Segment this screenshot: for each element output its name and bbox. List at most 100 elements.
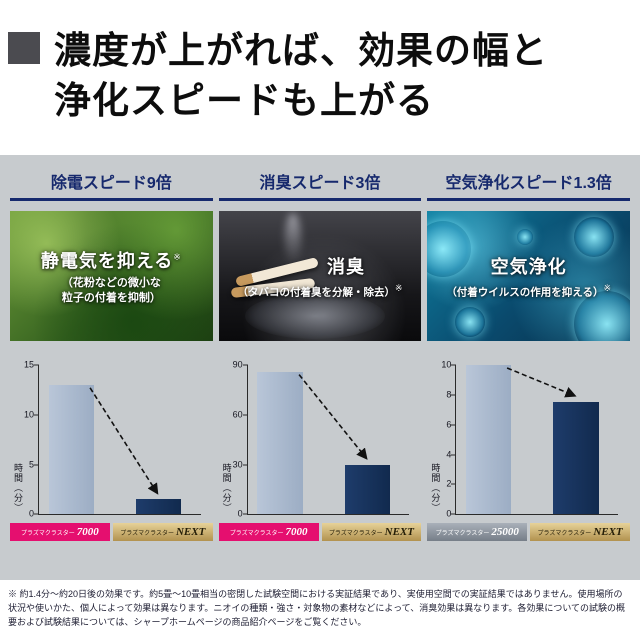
- badge-brand: プラズマクラスター: [229, 530, 284, 537]
- y-tick-mark: [451, 364, 457, 366]
- comparison-panel: 除電スピード9倍 静電気を抑える※ （花粉などの微小な 粒子の付着を抑制） 時間…: [0, 155, 640, 581]
- y-tick-label: 15: [23, 359, 34, 370]
- footnote-text: 約1.4分～約20日後の効果です。約5畳～10畳相当の密閉した試験空間における実…: [8, 589, 626, 628]
- bar-NEXT: [136, 499, 182, 515]
- product-badge-NEXT: プラズマクラスター NEXT: [530, 523, 631, 542]
- photo-subline: （花粉などの微小な: [61, 276, 161, 289]
- y-tick-label: 10: [441, 359, 452, 370]
- badge-brand: プラズマクラスター: [21, 530, 75, 537]
- decorative-square: [8, 32, 40, 64]
- bar-NEXT: [344, 464, 390, 515]
- note-mark: ※: [173, 251, 182, 262]
- photo-cigarettes: 消臭 （タバコの付着臭を分解・除去）※: [218, 211, 422, 342]
- plot-area-static: 0 5 10 15: [24, 360, 201, 518]
- product-badge-NEXT: プラズマクラスター NEXT: [112, 523, 213, 542]
- y-tick-label: 90: [232, 359, 243, 370]
- product-badge-7000: プラズマクラスター 7000: [218, 523, 319, 542]
- header: 濃度が上がれば、効果の幅と 浄化スピードも上がる: [0, 0, 640, 156]
- badge-brand: プラズマクラスター: [328, 530, 383, 537]
- bar-25000: [466, 365, 512, 515]
- y-tick-mark: [451, 394, 457, 396]
- y-tick-mark: [242, 364, 248, 366]
- column-title-air-purify: 空気浄化スピード1.3倍: [427, 169, 631, 202]
- y-axis-label: 時間（分）: [430, 463, 441, 514]
- y-tick-label: 0: [28, 508, 34, 519]
- y-tick-mark: [242, 464, 248, 465]
- column-title-deodorize: 消臭スピード3倍: [218, 169, 422, 202]
- y-tick-label: 6: [446, 419, 452, 430]
- y-axis-label: 時間（分）: [221, 463, 232, 514]
- y-axis-label: 時間（分）: [13, 463, 23, 514]
- plot-area-air-purify: 0 2 4 6 8 10: [441, 360, 619, 518]
- badge-model: NEXT: [384, 526, 414, 539]
- photo-headline: 静電気を抑える※: [40, 250, 182, 271]
- legend-badges-air-purify: プラズマクラスター 25000 プラズマクラスター NEXT: [427, 523, 631, 542]
- y-tick-mark: [451, 483, 457, 485]
- photo-headline: 消臭: [327, 256, 365, 277]
- y-tick-label: 0: [446, 508, 452, 519]
- virus-decor: [574, 291, 631, 342]
- photo-caption-static: 静電気を抑える※ （花粉などの微小な 粒子の付着を抑制）: [10, 211, 213, 341]
- note-mark: ※: [603, 282, 612, 293]
- y-tick-mark: [34, 414, 39, 416]
- y-tick-mark: [34, 513, 39, 515]
- y-tick-label: 60: [232, 409, 243, 420]
- bar-chart-deodorize: 時間（分） 0 30 60 90: [219, 360, 422, 518]
- y-tick-mark: [34, 364, 39, 366]
- badge-model: NEXT: [593, 526, 623, 539]
- ashtray-decor: [244, 293, 385, 340]
- photo-headline: 空気浄化: [490, 256, 567, 277]
- footnote-mark: ※: [8, 589, 18, 600]
- badge-brand: プラズマクラスター: [435, 530, 490, 537]
- note-mark: ※: [394, 282, 403, 293]
- badge-model: 7000: [76, 526, 99, 539]
- y-tick-mark: [451, 513, 457, 515]
- virus-decor: [574, 217, 615, 258]
- y-tick-label: 30: [232, 459, 243, 469]
- bar-chart-static: 時間（分） 0 5 10 15: [10, 360, 213, 518]
- bar-7000: [257, 371, 303, 515]
- badge-model: 25000: [491, 526, 519, 539]
- badge-model: 7000: [285, 526, 308, 539]
- y-tick-label: 4: [446, 449, 452, 460]
- legend-badges-deodorize: プラズマクラスター 7000 プラズマクラスター NEXT: [218, 523, 422, 542]
- virus-decor: [455, 307, 486, 338]
- product-badge-NEXT: プラズマクラスター NEXT: [321, 523, 422, 542]
- photo-caption-air-purify: 空気浄化 （付着ウイルスの作用を抑える）※: [427, 211, 630, 341]
- column-title-static: 除電スピード9倍: [10, 169, 213, 202]
- page-title: 濃度が上がれば、効果の幅と 浄化スピードも上がる: [54, 26, 548, 125]
- page-title-line2: 浄化スピードも上がる: [54, 79, 434, 121]
- y-tick-label: 0: [237, 508, 243, 519]
- bar-7000: [48, 385, 94, 515]
- y-tick-label: 5: [28, 459, 34, 469]
- column-static-elimination: 除電スピード9倍 静電気を抑える※ （花粉などの微小な 粒子の付着を抑制） 時間…: [10, 169, 213, 570]
- photo-caption-deodorize: 消臭 （タバコの付着臭を分解・除去）※: [219, 211, 422, 341]
- photo-subline: （タバコの付着臭を分解・除去）※: [237, 282, 403, 299]
- photo-virus: 空気浄化 （付着ウイルスの作用を抑える）※: [427, 211, 631, 342]
- photo-greenery: 静電気を抑える※ （花粉などの微小な 粒子の付着を抑制）: [10, 211, 213, 342]
- badge-model: NEXT: [175, 526, 206, 539]
- smoke-decor: [284, 213, 301, 266]
- y-tick-mark: [451, 424, 457, 426]
- plot-area-deodorize: 0 30 60 90: [233, 360, 410, 518]
- y-tick-mark: [242, 513, 248, 515]
- y-tick-label: 10: [23, 409, 34, 420]
- photo-subline: 粒子の付着を抑制）: [61, 291, 161, 304]
- y-tick-mark: [242, 414, 248, 416]
- y-tick-mark: [451, 454, 457, 456]
- bar-chart-air-purify: 時間（分） 0 2 4 6 8 10: [427, 360, 630, 518]
- product-badge-25000: プラズマクラスター 25000: [427, 523, 528, 542]
- badge-brand: プラズマクラスター: [537, 530, 592, 537]
- page-title-line1: 濃度が上がれば、効果の幅と: [54, 30, 548, 71]
- y-tick-label: 8: [446, 389, 452, 400]
- footnote: ※ 約1.4分～約20日後の効果です。約5畳～10畳相当の密閉した試験空間におけ…: [0, 580, 640, 640]
- bar-NEXT: [553, 402, 599, 515]
- y-tick-label: 2: [446, 478, 452, 489]
- product-badge-7000: プラズマクラスター 7000: [10, 523, 110, 542]
- photo-subline: （付着ウイルスの作用を抑える）※: [446, 282, 612, 299]
- badge-brand: プラズマクラスター: [120, 530, 174, 537]
- legend-badges-static: プラズマクラスター 7000 プラズマクラスター NEXT: [10, 523, 213, 542]
- column-deodorize: 消臭スピード3倍 消臭 （タバコの付着臭を分解・除去）※ 時間（分） 0 30 60…: [218, 169, 422, 570]
- column-air-purify: 空気浄化スピード1.3倍 空気浄化 （付着ウイルスの作用を抑える）※ 時間（分）…: [427, 169, 631, 570]
- virus-decor: [517, 229, 534, 246]
